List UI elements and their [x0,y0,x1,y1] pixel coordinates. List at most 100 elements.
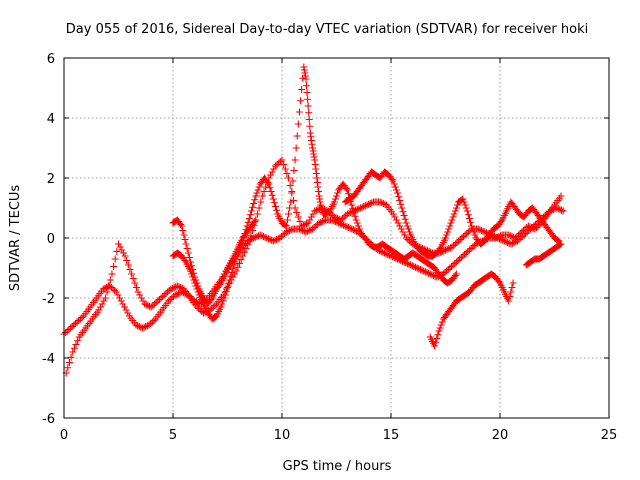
data-point [559,207,567,215]
data-point [394,189,402,197]
data-point [253,189,261,197]
data-point [113,248,121,255]
data-point [195,305,203,312]
data-point [145,321,153,329]
data-point [352,216,360,224]
data-point [177,221,185,228]
data-point [173,282,181,290]
data-point [173,290,181,298]
data-point [303,89,311,96]
data-point [261,233,269,241]
data-point [303,82,311,90]
data-point [459,195,467,203]
data-point [266,236,274,243]
data-point [356,204,364,212]
data-point [495,278,503,285]
data-point [268,168,276,176]
data-point [464,248,472,255]
data-point [245,215,253,222]
data-point [178,222,186,230]
data-point [343,223,351,231]
data-point [309,210,317,218]
data-point [494,234,502,242]
data-point [446,264,454,272]
data-point [442,234,449,242]
data-point [382,250,390,258]
data-point [305,109,313,117]
data-point [452,258,460,266]
data-point [240,248,248,256]
data-point [389,177,397,185]
data-point [396,197,404,204]
data-point [246,211,254,219]
data-point [351,212,359,220]
data-point [279,231,287,239]
data-point [288,188,296,195]
data-point [235,260,243,267]
data-point [365,200,373,208]
data-point [471,231,479,239]
data-point [506,232,514,240]
data-point [379,248,387,256]
data-point [343,186,351,194]
y-tick-label: 2 [47,172,55,187]
data-point [452,270,460,278]
data-point [109,285,117,293]
data-point [179,227,187,234]
data-point [453,201,461,209]
data-point [553,204,561,212]
data-point [510,239,518,246]
x-tick-label: 25 [601,428,618,443]
data-point [116,294,124,302]
data-point [358,203,366,211]
x-tick-label: 10 [274,428,291,443]
data-point [251,233,259,241]
data-point [69,348,77,356]
data-point [368,199,376,207]
data-point [111,255,119,263]
data-point [129,275,137,282]
y-tick-label: 6 [47,52,55,67]
data-point [168,294,176,302]
data-point [353,206,361,213]
data-point [433,335,441,342]
data-point [554,205,562,213]
data-point [271,203,279,210]
data-point [286,204,294,212]
data-point [379,200,387,207]
data-point [449,213,457,221]
series-track-D [341,168,563,260]
data-point [253,210,261,218]
data-point [507,288,515,296]
data-point [110,263,118,270]
data-point [531,221,539,228]
data-point [101,284,109,292]
data-point [271,162,279,170]
data-point [428,271,436,279]
data-point [126,266,134,273]
data-point [549,206,557,213]
data-point [443,245,451,253]
data-point [345,209,353,217]
data-point [294,213,302,221]
data-point [451,207,459,215]
data-point [224,284,231,291]
data-point [513,237,521,245]
data-point [99,285,107,293]
data-point [211,302,219,309]
data-point [454,257,462,264]
data-point [350,209,358,216]
data-point [72,341,80,348]
data-point [443,231,451,239]
data-point [234,263,242,271]
y-tick-label: -6 [42,412,55,427]
data-point [408,262,416,270]
data-point [341,222,349,230]
data-point [283,216,291,224]
data-point [406,228,414,236]
data-point [397,200,405,208]
data-point [174,290,182,297]
data-point [377,248,385,255]
data-point [332,214,340,222]
data-point [136,291,144,299]
